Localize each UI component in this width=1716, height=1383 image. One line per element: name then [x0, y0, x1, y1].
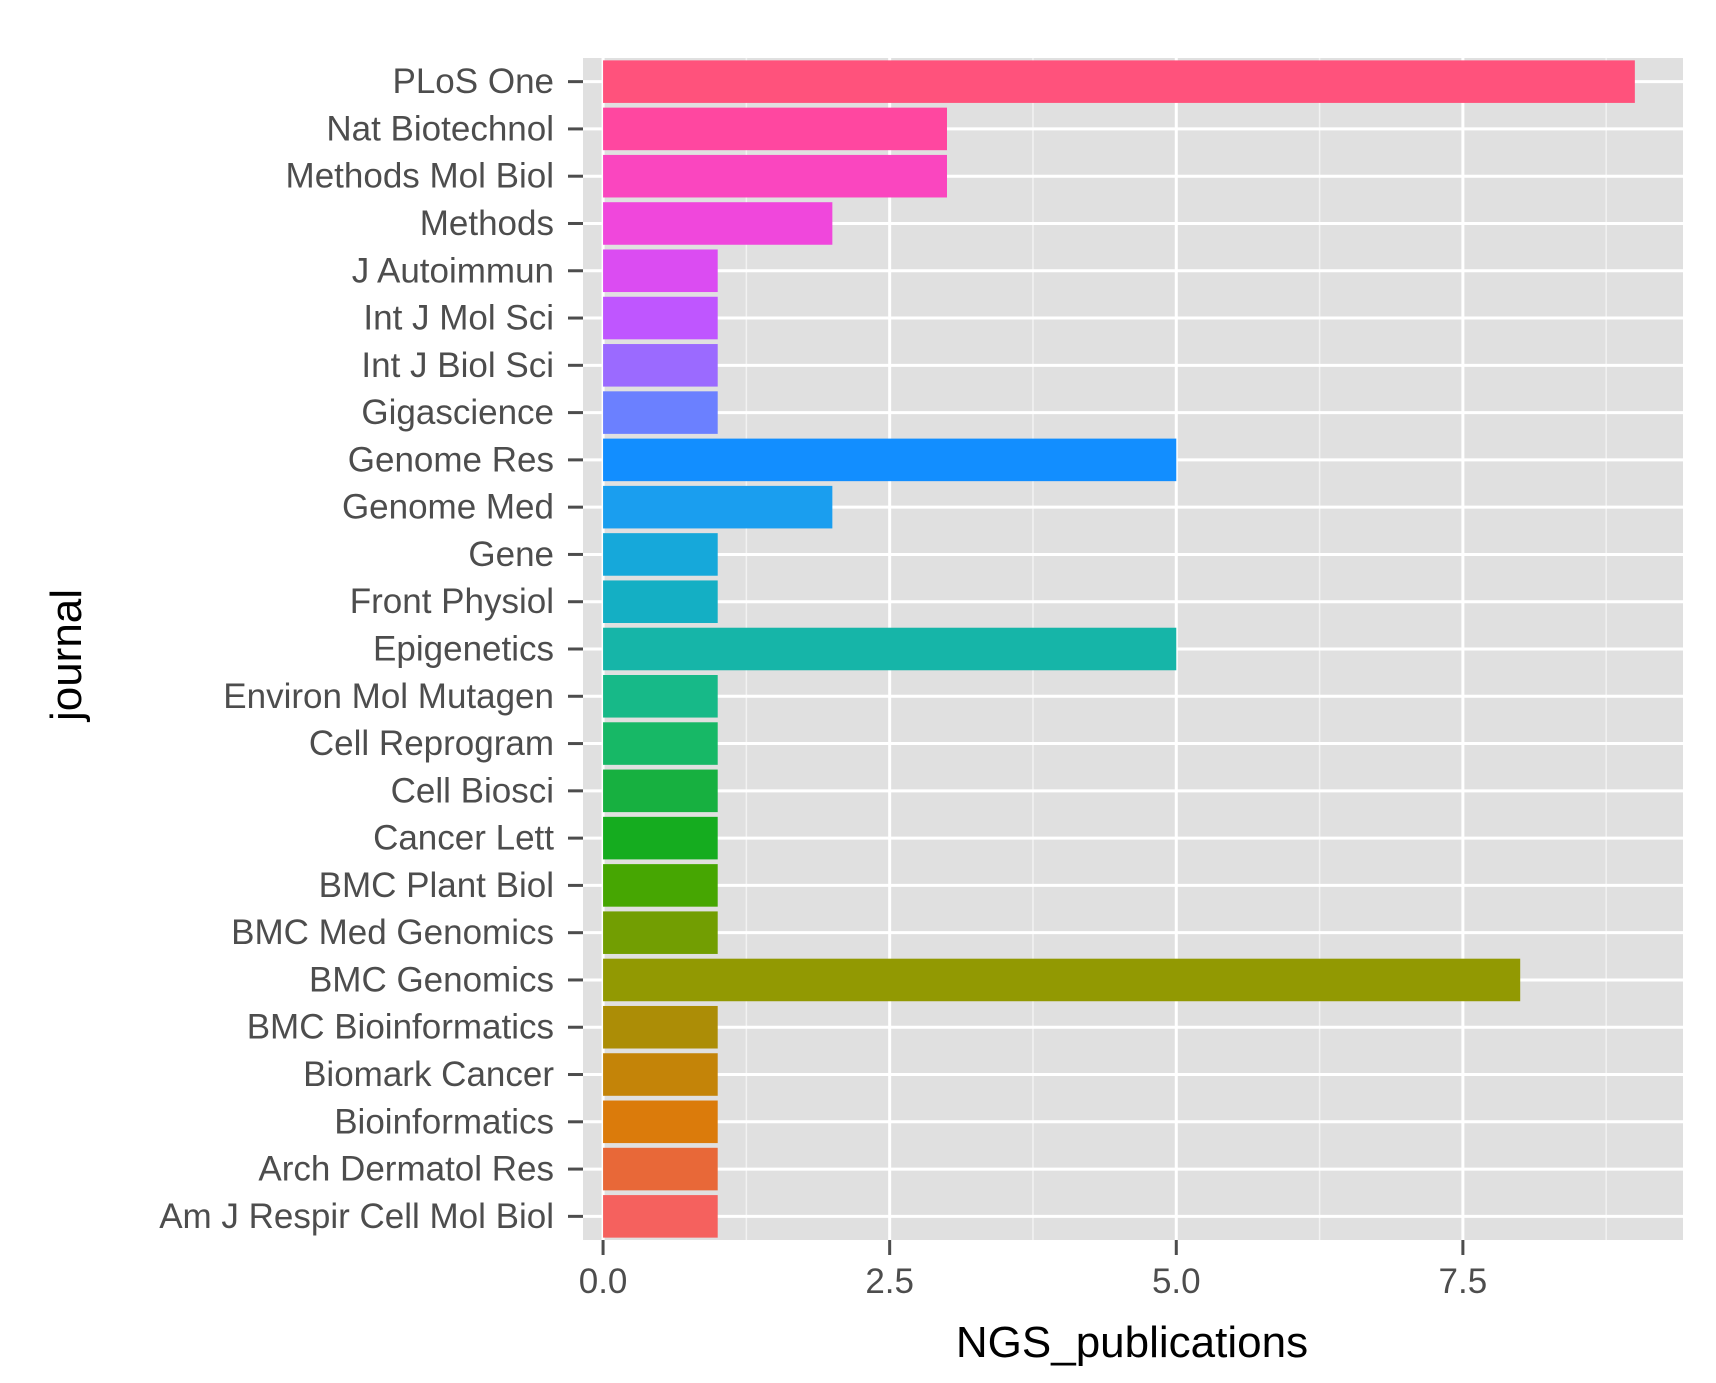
- y-tick-label: Am J Respir Cell Mol Biol: [159, 1197, 554, 1236]
- bar: [603, 344, 718, 387]
- y-tick-label: Methods: [420, 204, 554, 243]
- x-tick-label: 0.0: [579, 1262, 628, 1301]
- bar: [603, 958, 1521, 1002]
- bar: [603, 911, 718, 954]
- x-axis: 0.0 2.5 5.0 7.5: [579, 1240, 1487, 1301]
- y-tick-label: Methods Mol Biol: [286, 157, 554, 196]
- bar: [603, 769, 718, 813]
- y-tick-label: Bioinformatics: [334, 1102, 554, 1141]
- bar: [603, 154, 947, 198]
- bar: [603, 675, 718, 718]
- bar: [603, 816, 718, 860]
- bar: [603, 627, 1177, 671]
- bar: [603, 533, 718, 576]
- y-tick-label: BMC Plant Biol: [319, 866, 554, 905]
- y-tick-label: Int J Mol Sci: [363, 299, 554, 338]
- y-tick-label: Front Physiol: [350, 582, 554, 621]
- bar: [603, 722, 718, 765]
- bar: [603, 60, 1635, 103]
- y-tick-label: Gigascience: [361, 393, 554, 432]
- y-tick-label: Cell Biosci: [391, 771, 554, 810]
- bar: [603, 1005, 718, 1049]
- y-tick-label: Genome Res: [348, 440, 554, 479]
- bar: [603, 864, 718, 907]
- bar: [603, 202, 833, 245]
- bar: [603, 249, 718, 293]
- y-tick-label: Cell Reprogram: [309, 724, 554, 763]
- bar: [603, 1053, 718, 1096]
- bar: [603, 1195, 718, 1238]
- y-tick-label: BMC Bioinformatics: [247, 1008, 554, 1047]
- bar: [603, 107, 947, 151]
- y-tick-label: Epigenetics: [373, 630, 554, 669]
- bar: [603, 1100, 718, 1144]
- y-tick-label: Cancer Lett: [373, 819, 554, 858]
- y-axis-title: journal: [42, 589, 91, 723]
- x-tick-label: 5.0: [1152, 1262, 1201, 1301]
- y-tick-label: Gene: [468, 535, 554, 574]
- y-tick-label: BMC Med Genomics: [231, 913, 554, 952]
- y-tick-label: J Autoimmun: [352, 251, 554, 290]
- y-tick-label: Int J Biol Sci: [361, 346, 554, 385]
- x-tick-label: 2.5: [865, 1262, 914, 1301]
- x-axis-title: NGS_publications: [956, 1318, 1308, 1367]
- bar: [603, 1147, 718, 1191]
- y-tick-label: BMC Genomics: [309, 960, 554, 999]
- y-tick-label: Nat Biotechnol: [326, 109, 554, 148]
- x-tick-label: 7.5: [1439, 1262, 1488, 1301]
- bar: [603, 391, 718, 434]
- y-tick-label: PLoS One: [393, 62, 555, 101]
- y-tick-label: Genome Med: [342, 488, 554, 527]
- bars: [603, 60, 1635, 1238]
- y-tick-label: Environ Mol Mutagen: [223, 677, 554, 716]
- bar: [603, 296, 718, 340]
- y-tick-label: Arch Dermatol Res: [258, 1150, 554, 1189]
- y-axis: PLoS One Nat Biotechnol Methods Mol Biol Me…: [159, 62, 583, 1236]
- bar: [603, 580, 718, 623]
- bar: [603, 485, 833, 529]
- y-tick-label: Biomark Cancer: [303, 1055, 554, 1094]
- bar: [603, 438, 1177, 482]
